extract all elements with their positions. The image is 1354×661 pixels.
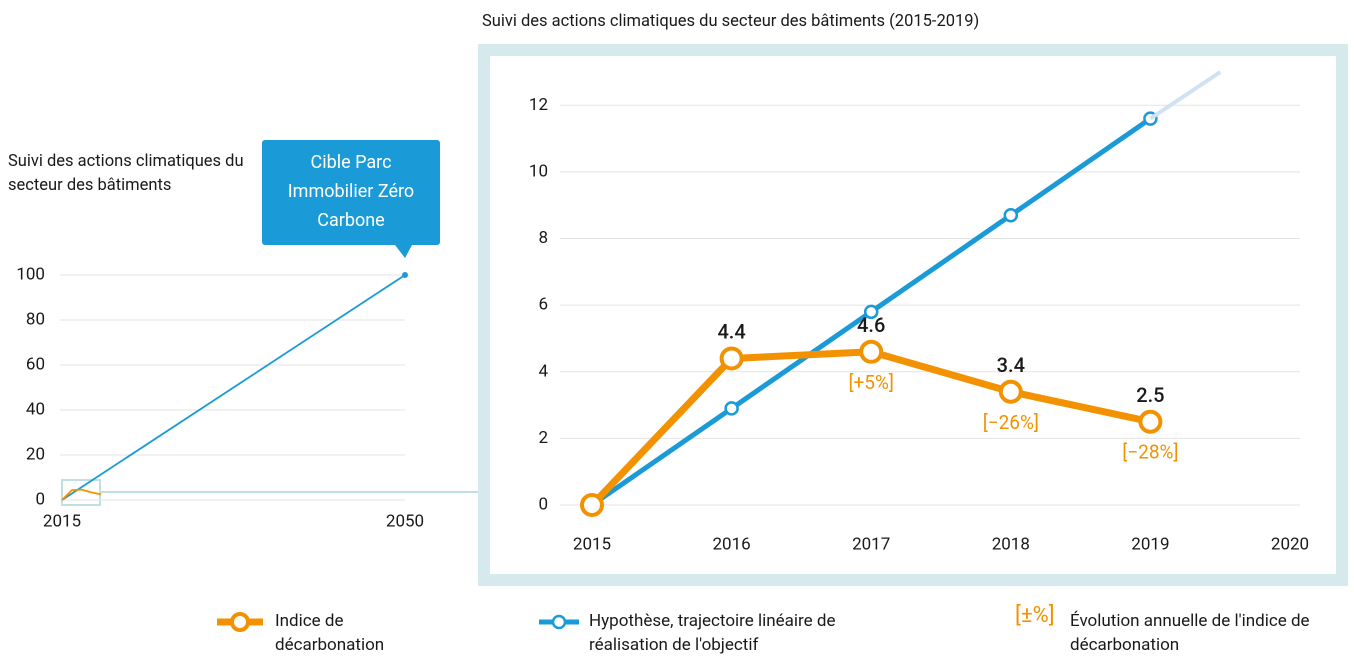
y-tick-label: 8 (538, 228, 548, 248)
y-tick-label: 10 (529, 161, 548, 181)
data-label: 4.6 (857, 313, 885, 337)
y-tick-label: 6 (538, 295, 548, 315)
y-tick-label: 0 (35, 489, 45, 509)
legend-item: Indice de décarbonation (215, 611, 384, 655)
legend-item: Hypothèse, trajectoire linéaire de réali… (537, 611, 835, 655)
data-label: 2.5 (1136, 383, 1164, 407)
annotation-pointer (395, 245, 412, 258)
legend-label: Évolution annuelle de l'indice de décarb… (1070, 611, 1310, 655)
point (1138, 409, 1163, 434)
point (719, 346, 744, 371)
annotation: Cible Parc Immobilier Zéro Carbone (287, 152, 415, 231)
legend-label: Hypothèse, trajectoire linéaire de réali… (589, 611, 836, 655)
point (402, 272, 408, 278)
data-label: 4.4 (717, 320, 745, 344)
y-tick-label: 80 (26, 309, 45, 329)
change-label: [+5%] (848, 371, 893, 394)
x-tick-label: 2016 (712, 534, 750, 554)
y-tick-label: 4 (538, 361, 548, 381)
annotation-box (262, 140, 440, 245)
y-tick-label: 12 (529, 95, 548, 115)
point (863, 304, 879, 320)
chart-frame (478, 44, 1348, 586)
change-label: [−26%] (983, 411, 1039, 434)
point (580, 493, 604, 517)
chart-title: Suivi des actions climatiques du secteur… (482, 12, 980, 31)
y-tick-label: 100 (16, 264, 45, 284)
series-line (61, 488, 102, 501)
series-line (61, 274, 406, 501)
point (998, 379, 1023, 404)
x-tick-label: 2020 (1271, 534, 1309, 554)
point (724, 401, 739, 416)
y-tick-label: 0 (538, 494, 548, 514)
x-tick-label: 2050 (386, 511, 424, 531)
data-label: 3.4 (997, 353, 1025, 377)
point (1003, 207, 1019, 223)
x-tick-label: 2015 (573, 534, 611, 554)
legend-swatch (217, 612, 263, 632)
y-tick-label: 2 (538, 428, 548, 448)
x-tick-label: 2017 (852, 534, 890, 554)
point (859, 339, 884, 364)
x-tick-label: 2015 (43, 511, 81, 531)
y-tick-label: 60 (26, 354, 45, 374)
legend-label: Indice de décarbonation (275, 611, 385, 655)
small-chart-title: Suivi des actions climatiques du secteur… (8, 152, 244, 195)
legend-symbol: [±%] (1015, 603, 1055, 628)
y-tick-label: 20 (26, 444, 45, 464)
legend-swatch (539, 614, 579, 630)
y-tick-label: 40 (26, 399, 45, 419)
x-tick-label: 2019 (1131, 534, 1169, 554)
change-label: [−28%] (1122, 441, 1178, 464)
series-line (1149, 70, 1222, 121)
x-tick-label: 2018 (992, 534, 1030, 554)
